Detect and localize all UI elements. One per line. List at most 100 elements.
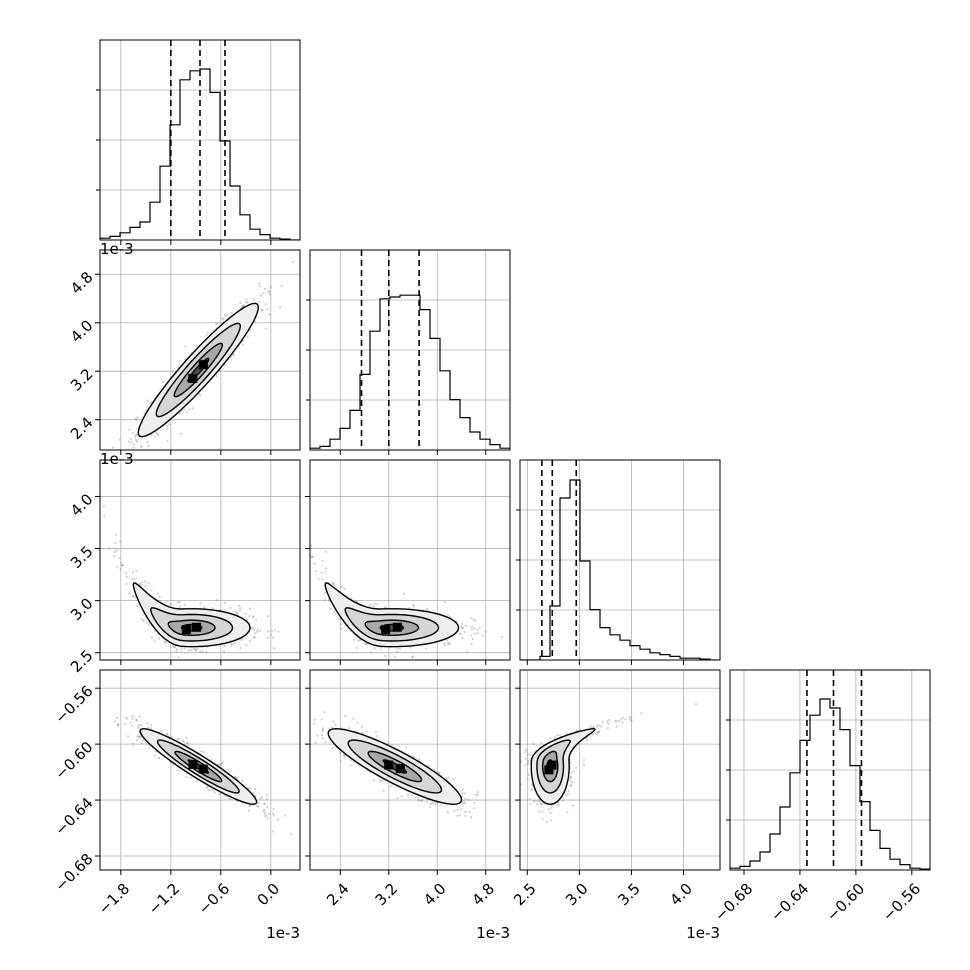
sample-point bbox=[116, 724, 119, 727]
sample-point bbox=[439, 804, 442, 807]
sample-point bbox=[471, 637, 474, 641]
sample-point bbox=[268, 313, 271, 316]
sample-point bbox=[470, 628, 474, 631]
sample-point bbox=[624, 718, 627, 721]
sample-point bbox=[230, 312, 233, 315]
sample-point bbox=[313, 718, 316, 721]
sample-point bbox=[229, 644, 233, 647]
sample-point bbox=[116, 565, 119, 568]
sample-point bbox=[464, 814, 467, 817]
sample-point bbox=[147, 399, 150, 402]
sample-point bbox=[582, 758, 586, 762]
sample-point bbox=[349, 759, 352, 762]
sample-point bbox=[128, 592, 131, 595]
sample-point bbox=[144, 580, 147, 583]
density-peak bbox=[381, 625, 391, 635]
sample-point bbox=[158, 756, 161, 760]
sample-point bbox=[464, 797, 467, 801]
sample-point bbox=[183, 603, 186, 607]
sample-point bbox=[316, 734, 319, 737]
sample-point bbox=[134, 417, 137, 420]
sample-point bbox=[129, 437, 133, 440]
sample-point bbox=[177, 656, 180, 659]
sample-point bbox=[278, 306, 282, 309]
sample-point bbox=[81, 447, 83, 449]
sample-point bbox=[356, 721, 359, 724]
sample-point bbox=[219, 764, 223, 767]
sample-point bbox=[252, 616, 255, 619]
sample-point bbox=[187, 649, 190, 652]
sample-point bbox=[242, 304, 245, 307]
sample-point bbox=[196, 647, 199, 650]
sample-point bbox=[178, 605, 181, 608]
sample-point bbox=[228, 797, 231, 801]
density-peak bbox=[392, 622, 402, 632]
sample-point bbox=[466, 650, 469, 653]
sample-point bbox=[242, 304, 245, 307]
sample-point bbox=[131, 717, 134, 720]
sample-point bbox=[370, 650, 373, 653]
sample-point bbox=[124, 571, 128, 575]
sample-point bbox=[525, 757, 528, 760]
sample-point bbox=[425, 647, 428, 650]
sample-point bbox=[229, 606, 232, 609]
sample-point bbox=[120, 564, 124, 567]
sample-point bbox=[411, 755, 414, 758]
histogram-p1 bbox=[310, 294, 510, 450]
sample-point bbox=[260, 308, 264, 312]
sample-point bbox=[215, 375, 218, 378]
sample-point bbox=[419, 799, 423, 802]
sample-point bbox=[144, 584, 147, 588]
sample-point bbox=[417, 797, 420, 801]
grid-lines bbox=[520, 460, 720, 660]
sample-point bbox=[525, 748, 528, 752]
sample-point bbox=[129, 469, 131, 471]
sample-point bbox=[164, 640, 167, 644]
sample-point bbox=[180, 649, 183, 652]
sample-point bbox=[375, 735, 379, 738]
sample-point bbox=[472, 618, 475, 621]
sample-point bbox=[264, 813, 267, 816]
sample-point bbox=[125, 575, 128, 579]
sample-point bbox=[244, 612, 247, 616]
sample-point bbox=[132, 595, 135, 598]
sample-point bbox=[127, 440, 130, 443]
sample-point bbox=[363, 642, 366, 646]
sample-point bbox=[484, 630, 487, 633]
sample-point bbox=[263, 808, 266, 811]
sample-point bbox=[359, 638, 362, 642]
sample-point bbox=[360, 731, 364, 734]
sample-point bbox=[269, 285, 272, 289]
sample-point bbox=[211, 789, 214, 792]
sample-point bbox=[349, 764, 352, 767]
sample-point bbox=[389, 785, 392, 788]
sample-point bbox=[183, 408, 186, 411]
sample-point bbox=[120, 563, 124, 566]
sample-point bbox=[180, 646, 183, 649]
sample-point bbox=[176, 769, 179, 772]
sample-point bbox=[526, 762, 529, 765]
sample-point bbox=[448, 642, 451, 645]
sample-point bbox=[115, 716, 118, 720]
sample-point bbox=[456, 808, 459, 811]
sample-point bbox=[222, 318, 225, 321]
sample-point bbox=[126, 735, 130, 738]
sample-point bbox=[185, 410, 188, 414]
sample-point bbox=[396, 796, 399, 800]
sample-point bbox=[251, 615, 255, 618]
sample-point bbox=[555, 734, 559, 737]
sample-point bbox=[253, 636, 256, 639]
sample-point bbox=[139, 724, 143, 727]
sample-point bbox=[258, 629, 262, 633]
sample-point bbox=[256, 805, 260, 808]
sample-point bbox=[310, 555, 314, 558]
sample-point bbox=[443, 600, 446, 603]
sample-point bbox=[120, 561, 123, 564]
sample-point bbox=[140, 581, 143, 584]
sample-point bbox=[446, 614, 450, 617]
sample-point bbox=[198, 393, 201, 396]
sample-point bbox=[135, 719, 138, 722]
sample-point bbox=[445, 638, 449, 641]
sample-point bbox=[166, 425, 169, 428]
sample-point bbox=[461, 792, 464, 795]
